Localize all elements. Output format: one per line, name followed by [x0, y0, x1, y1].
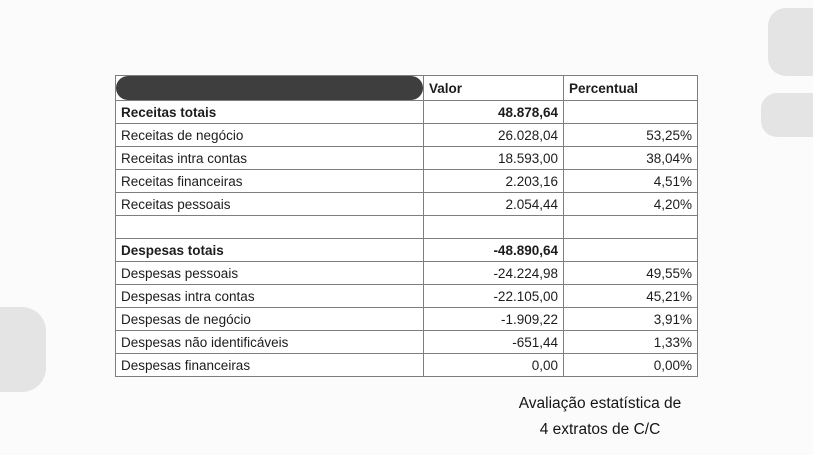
- cell-percentual: 38,04%: [563, 146, 698, 170]
- table-row: Receitas intra contas 18.593,00 38,04%: [115, 146, 698, 170]
- table-row: Despesas totais -48.890,64: [115, 238, 698, 262]
- cell-valor: -651,44: [423, 330, 564, 354]
- table-header-cell-label: [115, 75, 424, 101]
- table-header: Valor Percentual: [115, 75, 698, 101]
- cell-label: Despesas de negócio: [115, 307, 424, 331]
- table-row: Despesas intra contas -22.105,00 45,21%: [115, 284, 698, 308]
- cell-label: Despesas intra contas: [115, 284, 424, 308]
- cell-valor: 26.028,04: [423, 123, 564, 147]
- table-header-cell-percentual: Percentual: [563, 75, 698, 101]
- statistics-table: Valor Percentual Receitas totais 48.878,6…: [115, 75, 698, 377]
- table-row: Receitas financeiras 2.203,16 4,51%: [115, 169, 698, 193]
- table-caption: Avaliação estatística de 4 extratos de C…: [495, 391, 705, 443]
- cell-valor: [423, 215, 564, 239]
- cell-valor: 0,00: [423, 353, 564, 377]
- table-row: Despesas de negócio -1.909,22 3,91%: [115, 307, 698, 331]
- cell-percentual: 3,91%: [563, 307, 698, 331]
- cell-percentual: [563, 238, 698, 262]
- cell-percentual: [563, 215, 698, 239]
- cell-percentual: 0,00%: [563, 353, 698, 377]
- cell-valor: 2.203,16: [423, 169, 564, 193]
- cell-valor: -1.909,22: [423, 307, 564, 331]
- cell-valor: 48.878,64: [423, 100, 564, 124]
- cell-label: Receitas financeiras: [115, 169, 424, 193]
- decor-pill-right-middle: [761, 93, 813, 137]
- cell-label: Receitas intra contas: [115, 146, 424, 170]
- table-row: Despesas não identificáveis -651,44 1,33%: [115, 330, 698, 354]
- cell-label: Receitas pessoais: [115, 192, 424, 216]
- table-row: Despesas financeiras 0,00 0,00%: [115, 353, 698, 377]
- cell-label: [115, 215, 424, 239]
- cell-percentual: 53,25%: [563, 123, 698, 147]
- caption-line-2: 4 extratos de C/C: [539, 421, 661, 438]
- caption-line-1: Avaliação estatística de: [518, 395, 682, 412]
- table-body: Receitas totais 48.878,64 Receitas de negó…: [115, 100, 698, 377]
- table-row: Receitas totais 48.878,64: [115, 100, 698, 124]
- table-spacer-row: [115, 215, 698, 239]
- table-row: Receitas de negócio 26.028,04 53,25%: [115, 123, 698, 147]
- cell-percentual: 1,33%: [563, 330, 698, 354]
- cell-percentual: [563, 100, 698, 124]
- cell-percentual: 4,20%: [563, 192, 698, 216]
- decor-pill-left: [0, 307, 46, 392]
- cell-label: Receitas totais: [115, 100, 424, 124]
- cell-label: Despesas totais: [115, 238, 424, 262]
- cell-percentual: 45,21%: [563, 284, 698, 308]
- table-header-row: Valor Percentual: [115, 75, 698, 101]
- cell-percentual: 4,51%: [563, 169, 698, 193]
- table-row: Receitas pessoais 2.054,44 4,20%: [115, 192, 698, 216]
- cell-label: Despesas não identificáveis: [115, 330, 424, 354]
- cell-label: Receitas de negócio: [115, 123, 424, 147]
- redaction-bar: [116, 76, 423, 100]
- decor-pill-top-right: [768, 8, 813, 76]
- cell-valor: -24.224,98: [423, 261, 564, 285]
- table-header-cell-valor: Valor: [423, 75, 564, 101]
- table-row: Despesas pessoais -24.224,98 49,55%: [115, 261, 698, 285]
- cell-valor: -22.105,00: [423, 284, 564, 308]
- cell-valor: 18.593,00: [423, 146, 564, 170]
- cell-percentual: 49,55%: [563, 261, 698, 285]
- cell-label: Despesas financeiras: [115, 353, 424, 377]
- cell-valor: 2.054,44: [423, 192, 564, 216]
- cell-label: Despesas pessoais: [115, 261, 424, 285]
- cell-valor: -48.890,64: [423, 238, 564, 262]
